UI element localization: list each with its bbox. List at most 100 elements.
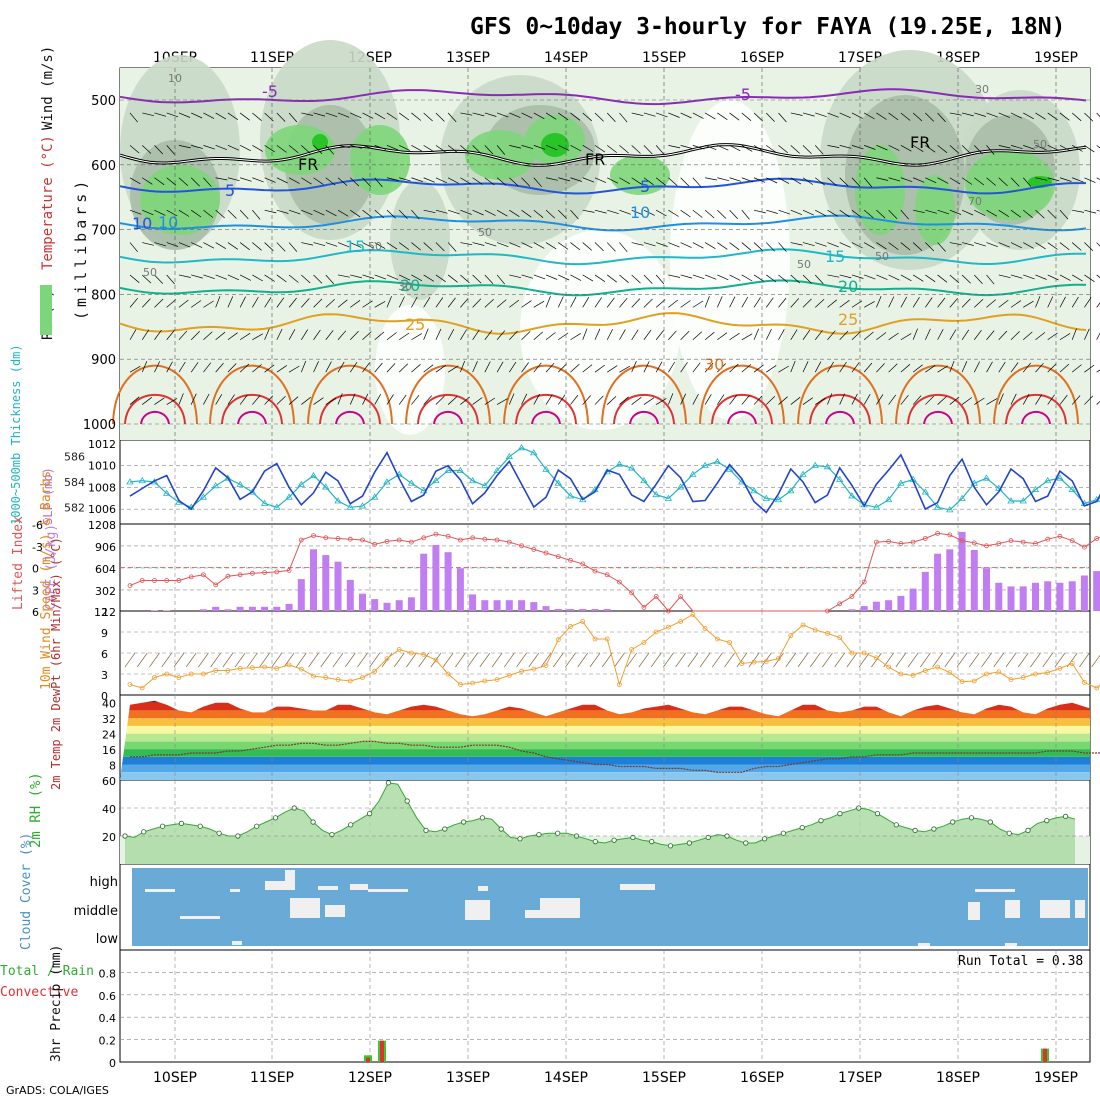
wind-barb [1010, 177, 1020, 187]
date-label-bottom: 16SEP [740, 1070, 784, 1086]
thickness-point [933, 503, 942, 510]
lifted-index-point [200, 572, 206, 578]
wind-barb [301, 112, 314, 116]
wind-barb [729, 209, 739, 220]
wind-barb [937, 297, 946, 308]
wind-barb [350, 274, 362, 279]
cloud-patch [620, 884, 655, 890]
rh-point [366, 810, 373, 817]
wind-barb [521, 112, 533, 119]
wind-barb [815, 397, 826, 405]
wind-barb [863, 112, 875, 120]
wind-barb [753, 209, 766, 214]
wind-barb [717, 242, 728, 250]
wind-barb [961, 209, 974, 216]
wind-barb [582, 364, 593, 373]
wind-barb [557, 394, 566, 405]
wind10m-barb [234, 652, 246, 668]
wind-barb [668, 209, 679, 217]
wind10m-barb [797, 652, 809, 668]
wind-barb [325, 145, 335, 155]
wind-barb [643, 397, 655, 405]
wind-barb [741, 274, 753, 282]
moisture-region [140, 165, 220, 235]
moisture-region [915, 175, 955, 245]
wind-barb [594, 395, 604, 405]
wind-speed-point [494, 677, 500, 682]
wind-speed-point [604, 636, 610, 642]
wind-barb [949, 274, 960, 284]
rh-point [348, 822, 354, 828]
wind-barb [276, 145, 287, 153]
wind-barb [619, 297, 628, 308]
wind-barb [912, 112, 923, 122]
wind-barb [398, 296, 405, 308]
isotherm-label: 25 [405, 315, 425, 334]
wind-barb [362, 112, 374, 119]
wind-barb [276, 177, 288, 184]
wind-barb [766, 274, 777, 283]
wind-barb [411, 333, 422, 341]
wind10m-barb [724, 652, 735, 668]
wind-speed-point [286, 662, 292, 668]
wind-barb [545, 274, 558, 280]
wind-barb [1072, 145, 1083, 152]
wind-barb [533, 362, 542, 373]
wind-barb [337, 242, 350, 248]
wind-speed-point [311, 673, 316, 679]
wind-barb [521, 362, 529, 373]
wind10m-barb [638, 652, 650, 668]
wind-barb [986, 145, 995, 155]
thickness-tick: 584 [64, 476, 85, 489]
wind-barb [729, 145, 741, 152]
wind10m-barb [760, 652, 772, 668]
wind-barb [668, 242, 680, 248]
wind-barb [190, 209, 202, 218]
wind10m-barb [687, 652, 699, 668]
wind-barb [190, 393, 197, 405]
wind-barb [337, 145, 350, 148]
thickness-point [334, 497, 342, 504]
wind-barb [313, 112, 326, 117]
lifted-index-point [152, 578, 157, 583]
thickness-point [701, 461, 709, 468]
wind-barb [1059, 363, 1070, 373]
wind-barb [496, 274, 506, 285]
wind-barb [937, 145, 948, 153]
rh-point [743, 840, 749, 846]
rh-point [780, 830, 787, 836]
wind10m-barb [418, 652, 429, 668]
wind-barb [949, 360, 955, 373]
wind-barb [496, 361, 504, 373]
wind-barb [362, 393, 369, 405]
wind-speed-point [335, 677, 341, 682]
lifted-index-point [947, 532, 953, 538]
wind-barb [166, 299, 177, 308]
wind-speed-point [531, 666, 537, 672]
wind-barb [288, 242, 298, 252]
wind10m-barb [663, 652, 674, 668]
date-label-top: 19SEP [1034, 50, 1078, 66]
lifted-index-point [213, 582, 219, 588]
wind10m-barb [846, 652, 858, 668]
cape-tick: 1208 [88, 519, 116, 532]
lifted-index-point [629, 590, 635, 596]
wind-barb [900, 333, 912, 341]
wind-barb [472, 361, 478, 373]
wind10m-barb [136, 652, 148, 668]
rh-point [611, 837, 617, 843]
lifted-index-point [311, 533, 316, 538]
wind-barb [655, 398, 667, 405]
wind-barb [154, 242, 167, 247]
thickness-point [750, 487, 758, 494]
wind-barb [178, 274, 191, 278]
wind-barb [276, 297, 285, 308]
lifted-index-point [164, 578, 170, 583]
lifted-index-point [531, 547, 537, 552]
wind-barb [411, 112, 422, 121]
wind-barb [215, 296, 221, 308]
wind-barb [729, 363, 739, 373]
thickness-point [1056, 474, 1064, 481]
wind-barb [203, 300, 214, 308]
wind-barb [545, 209, 556, 219]
